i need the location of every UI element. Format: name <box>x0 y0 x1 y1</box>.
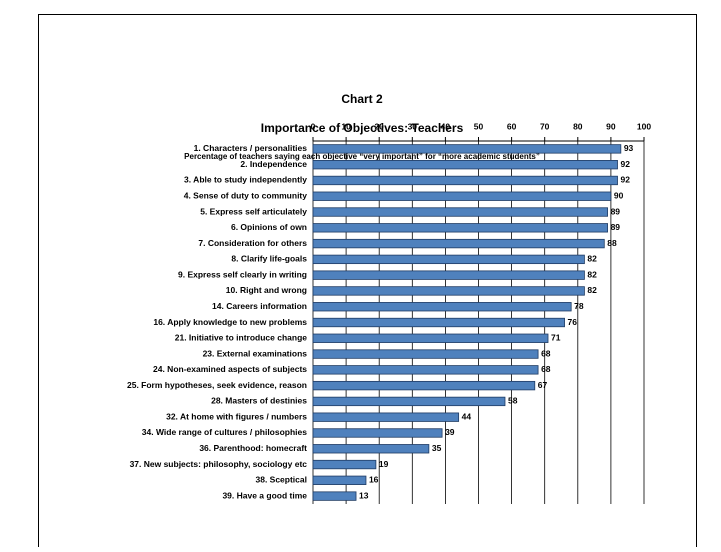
y-tick-label: 8. Clarify life-goals <box>231 254 307 264</box>
y-tick-label: 6. Opinions of own <box>231 222 307 232</box>
y-tick-label: 9. Express self clearly in writing <box>178 269 307 279</box>
value-label: 92 <box>621 175 631 185</box>
bar <box>312 144 622 154</box>
value-label: 71 <box>551 333 561 343</box>
value-label: 19 <box>379 459 389 469</box>
bar <box>312 191 612 201</box>
value-label: 39 <box>445 427 455 437</box>
value-label: 89 <box>611 206 621 216</box>
x-tick-label: 70 <box>540 121 550 131</box>
frame <box>38 14 697 552</box>
y-tick-label: 3. Able to study independently <box>184 175 307 185</box>
x-tick-label: 20 <box>374 121 384 131</box>
y-tick-label: 39. Have a good time <box>222 490 307 500</box>
chart-subtitle: Importance of Objectives: Teachers <box>261 121 464 135</box>
y-tick-label: 16. Apply knowledge to new problems <box>153 317 307 327</box>
x-tick-label: 30 <box>408 121 418 131</box>
y-tick-label: 10. Right and wrong <box>226 285 307 295</box>
chart-title: Chart 2 <box>341 92 383 106</box>
bar <box>312 254 585 265</box>
value-label: 58 <box>508 396 518 406</box>
x-tick-label: 40 <box>441 121 451 131</box>
value-label: 78 <box>574 301 584 311</box>
y-tick-label: 37. New subjects: philosophy, sociology … <box>130 459 308 469</box>
bar <box>312 238 605 249</box>
bar <box>312 365 539 375</box>
value-label: 68 <box>541 364 551 374</box>
bar <box>312 302 572 312</box>
y-tick-label: 7. Consideration for others <box>198 238 307 248</box>
y-tick-label: 28. Masters of destinies <box>211 396 307 406</box>
value-label: 76 <box>568 317 578 327</box>
bar <box>312 317 565 328</box>
chart-caption: Percentage of teachers saying each objec… <box>184 152 540 161</box>
bar <box>312 491 357 501</box>
x-tick-label: 100 <box>637 121 651 131</box>
value-label: 82 <box>587 285 597 295</box>
bar <box>312 175 618 186</box>
x-tick-label: 60 <box>507 121 517 131</box>
y-tick-label: 4. Sense of duty to community <box>184 190 308 200</box>
x-tick-label: 10 <box>341 121 351 131</box>
bar <box>312 380 536 391</box>
y-tick-label: 38. Sceptical <box>255 475 307 485</box>
bar <box>312 428 443 438</box>
value-label: 16 <box>369 475 379 485</box>
y-tick-label: 1. Characters / personalities <box>194 143 308 153</box>
y-tick-label: 32. At home with figures / numbers <box>166 411 307 421</box>
value-label: 88 <box>607 238 617 248</box>
x-tick-label: 80 <box>573 121 583 131</box>
value-label: 44 <box>462 411 472 421</box>
x-tick-label: 90 <box>606 121 616 131</box>
value-label: 35 <box>432 443 442 453</box>
value-label: 90 <box>614 190 624 200</box>
bar <box>312 459 377 470</box>
y-tick-label: 2. Independence <box>240 159 307 169</box>
value-label: 93 <box>624 143 634 153</box>
bar <box>312 396 506 407</box>
value-label: 13 <box>359 490 369 500</box>
y-tick-label: 34. Wide range of cultures / philosophie… <box>142 427 308 437</box>
bar <box>312 349 539 359</box>
value-label: 82 <box>587 254 597 264</box>
bar <box>312 412 460 422</box>
bar <box>312 475 367 485</box>
y-tick-label: 24. Non-examined aspects of subjects <box>153 364 307 374</box>
y-tick-label: 36. Parenthood: homecraft <box>199 443 307 453</box>
x-tick-label: 0 <box>311 121 316 131</box>
value-label: 68 <box>541 348 551 358</box>
y-tick-label: 23. External examinations <box>203 348 308 358</box>
x-tick-label: 50 <box>474 121 484 131</box>
bar <box>312 223 608 233</box>
y-tick-label: 21. Initiative to introduce change <box>175 333 308 343</box>
bar <box>312 444 430 454</box>
bar <box>312 270 585 280</box>
y-tick-label: 14. Careers information <box>212 301 307 311</box>
value-label: 92 <box>621 159 631 169</box>
value-label: 82 <box>587 269 597 279</box>
bar <box>312 160 618 170</box>
y-tick-label: 25. Form hypotheses, seek evidence, reas… <box>127 380 307 390</box>
value-label: 67 <box>538 380 548 390</box>
y-tick-label: 5. Express self articulately <box>200 206 307 216</box>
value-label: 89 <box>611 222 621 232</box>
bar <box>312 333 549 343</box>
bar <box>312 207 608 217</box>
bar <box>312 286 585 296</box>
